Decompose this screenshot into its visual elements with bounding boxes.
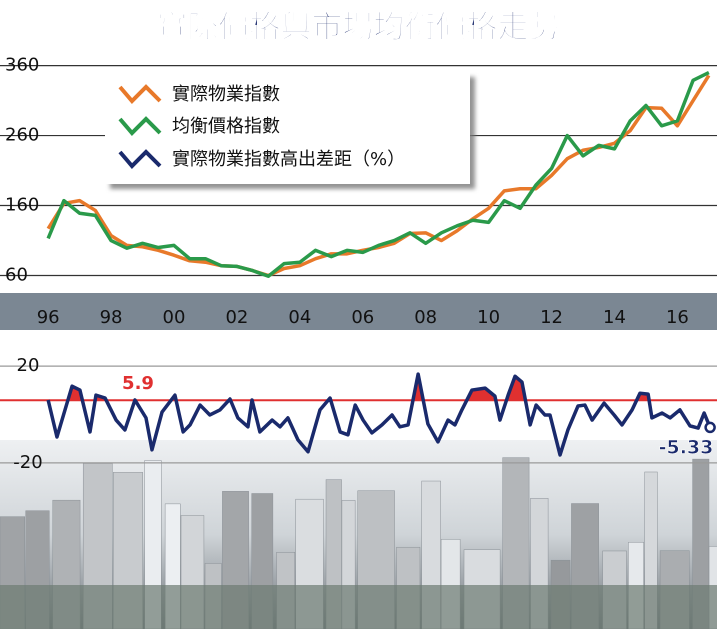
plot: 60 160 260 360 96 98 00 02 04 06 08 10 12 14 16 20 -20 5.… [0,55,717,473]
x-tick-label: 16 [666,307,689,328]
legend-swatch [118,116,162,136]
legend-swatch [118,149,162,169]
excess-area [48,374,711,401]
y-tick-label: 260 [5,125,39,146]
y-tick-label: 360 [5,55,39,76]
x-tick-label: 08 [414,307,437,328]
x-tick-label: 98 [100,307,123,328]
legend-box [105,72,470,184]
city-photo [0,457,717,629]
end-marker [704,421,716,434]
x-tick-label: 10 [477,307,500,328]
x-tick-label: 04 [288,307,311,328]
x-tick-label: 00 [163,307,186,328]
y-tick-label: 20 [17,355,40,376]
chart-title: 實際價格與市場均衡價格走勢 [157,10,560,46]
series-line [46,372,712,457]
y-tick-label: 60 [5,265,28,286]
x-tick-label: 02 [225,307,248,328]
x-tick-label: 96 [37,307,60,328]
x-axis-band [0,293,717,330]
legend-label: 均衡價格指數 [172,116,280,137]
x-tick-label: 06 [351,307,374,328]
legend-label: 實際物業指數 [172,84,280,105]
end-label: -5.33 [659,437,714,459]
legend-swatch [118,84,162,104]
threshold-label: 5.9 [122,373,154,394]
series-line [46,71,710,278]
y-tick-label: -20 [13,452,42,473]
x-tick-label: 14 [603,307,626,328]
x-tick-label: 12 [540,307,563,328]
waterfront [0,585,717,629]
y-tick-label: 160 [5,195,39,216]
legend-label: 實際物業指數高出差距（%） [172,149,405,170]
